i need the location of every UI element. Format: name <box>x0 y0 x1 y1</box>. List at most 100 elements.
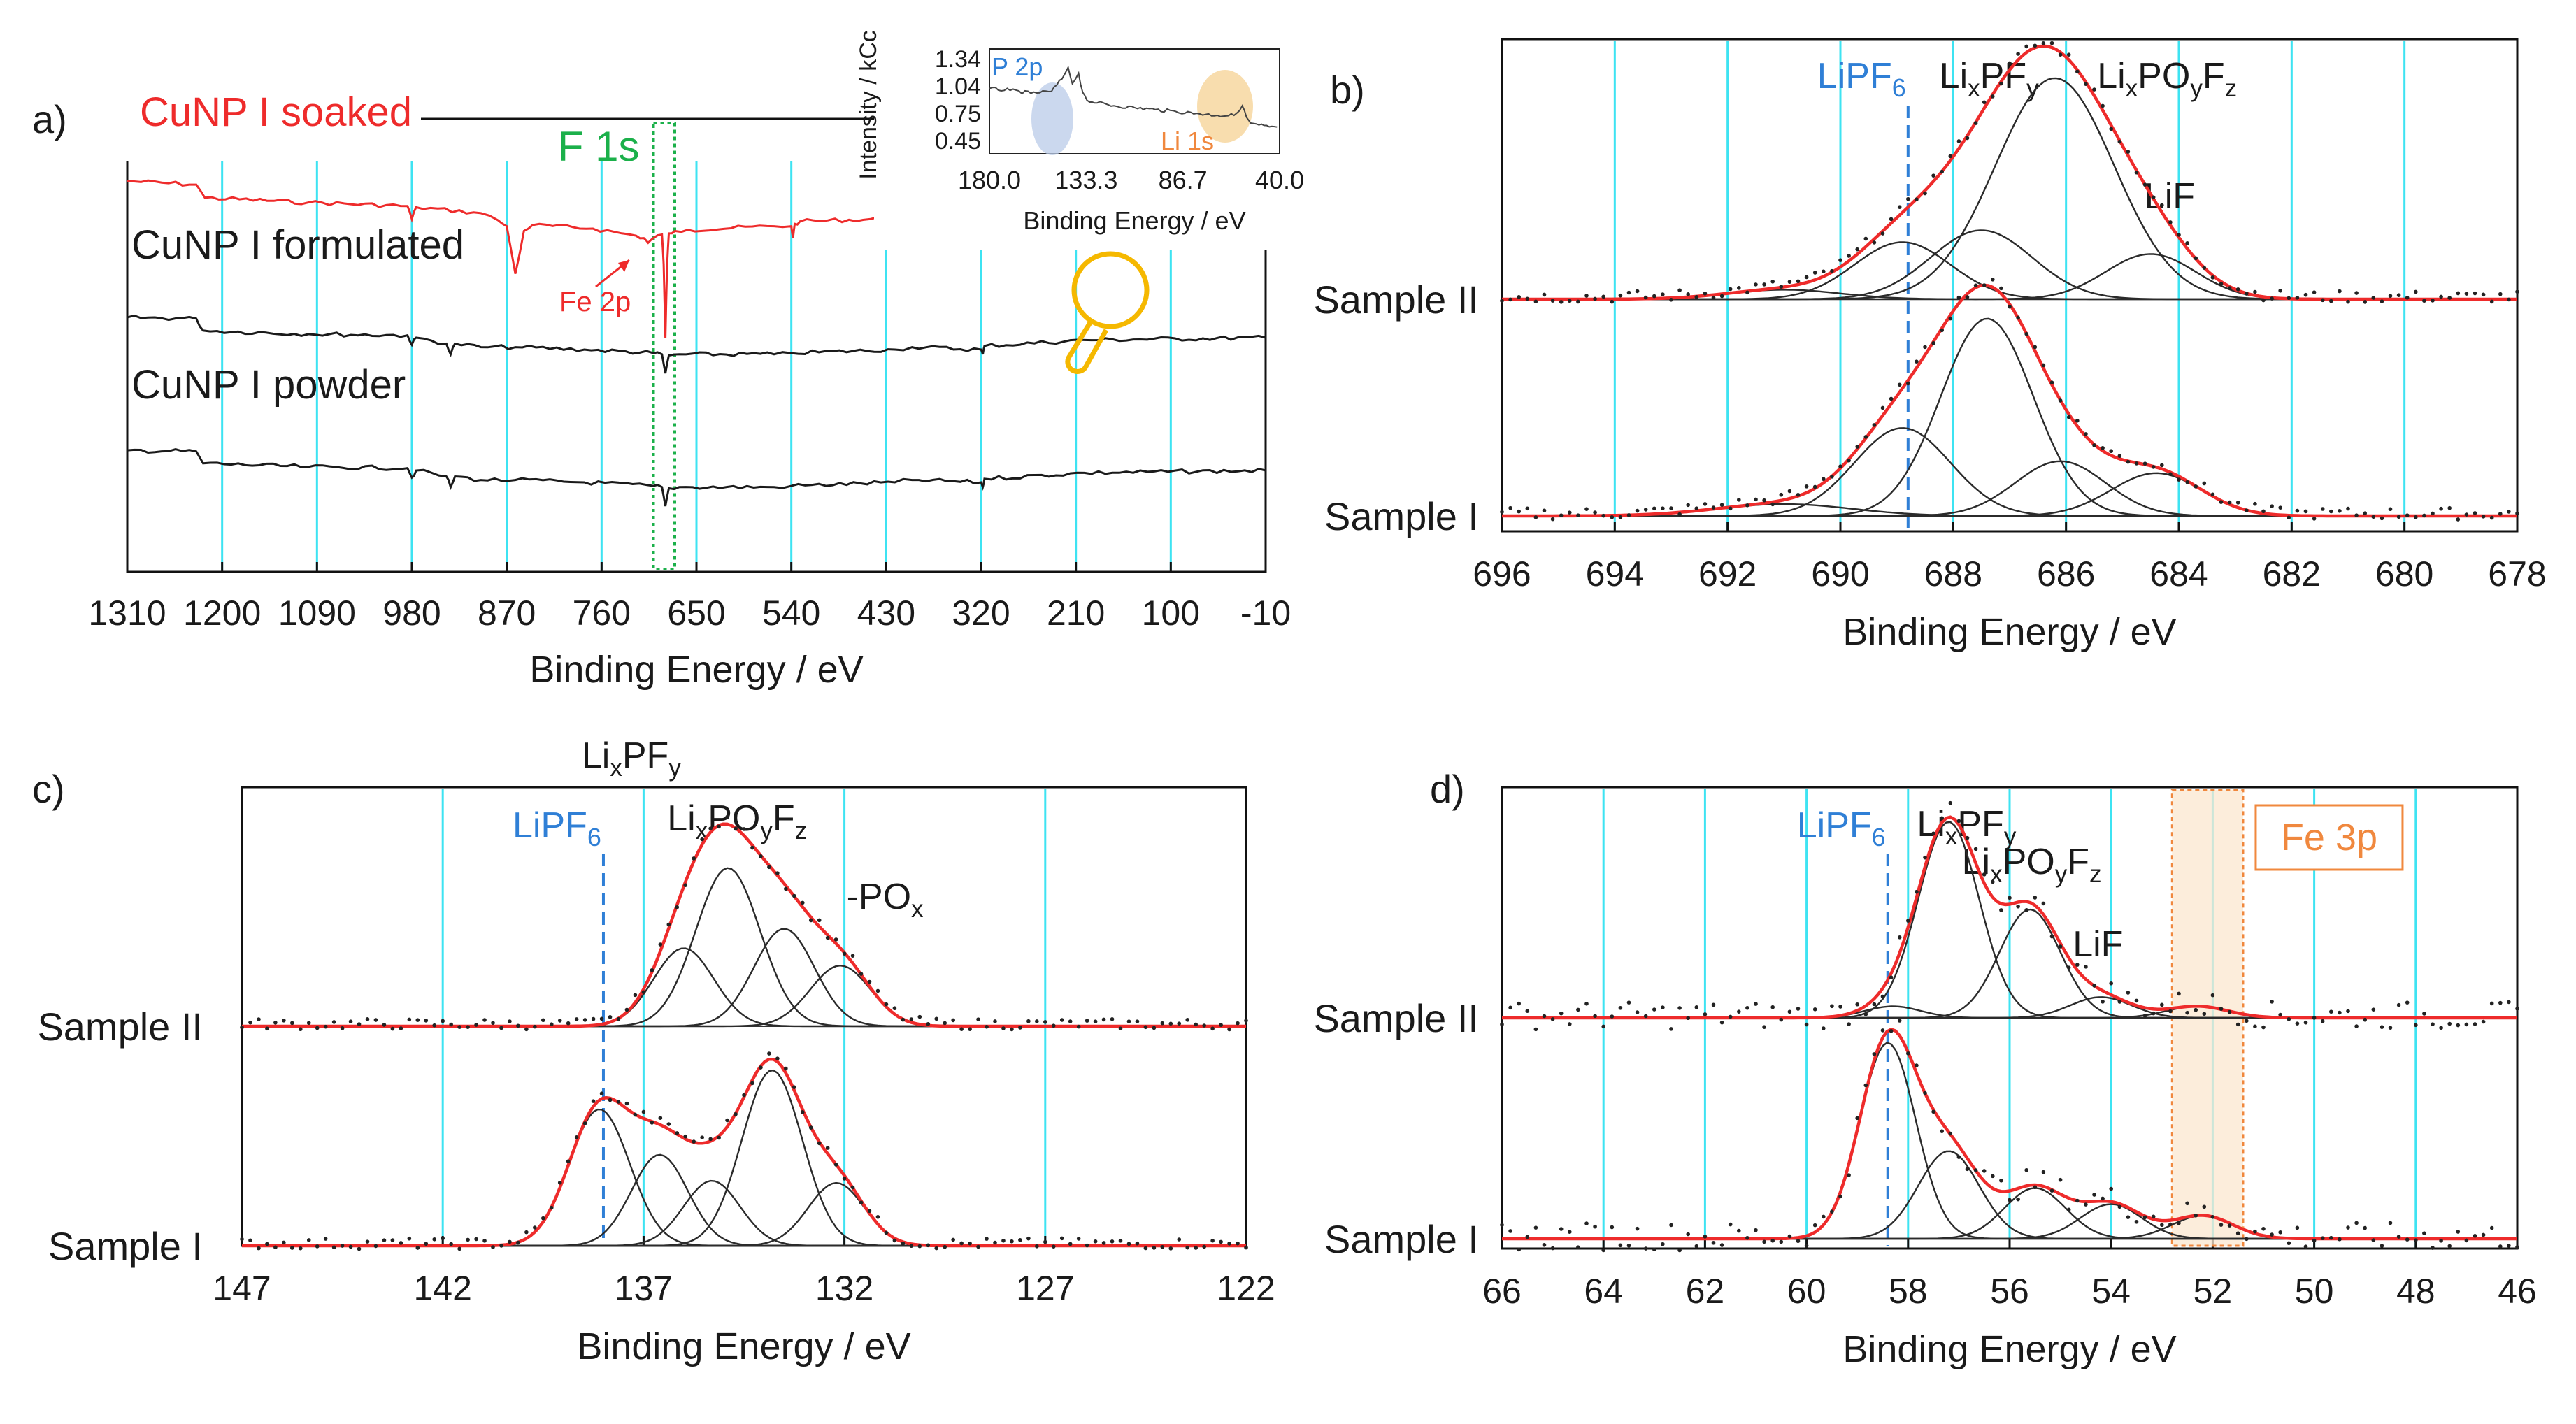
data-point <box>750 1081 754 1086</box>
data-point <box>2134 170 2139 175</box>
inset-x-tick-label: 86.7 <box>1159 166 1208 194</box>
lipf6-label-main: LiPF <box>1797 805 1872 846</box>
data-point <box>2160 1223 2164 1228</box>
data-point <box>2270 1000 2274 1004</box>
data-point <box>2245 1019 2249 1023</box>
data-point <box>2168 1009 2173 1014</box>
data-point <box>633 993 638 998</box>
data-point <box>2287 1016 2291 1021</box>
data-point <box>725 814 729 819</box>
data-point <box>2507 510 2511 514</box>
data-point <box>1661 1005 1665 1009</box>
data-point <box>1584 1002 1589 1006</box>
data-point <box>591 1099 596 1103</box>
data-point <box>1168 1246 1173 1251</box>
data-point <box>2346 1225 2350 1230</box>
data-point <box>482 1239 487 1243</box>
data-point <box>1610 1225 1615 1230</box>
data-point <box>1787 489 1792 494</box>
data-point <box>1796 492 1801 497</box>
data-point <box>817 918 822 923</box>
data-point <box>2489 299 2494 304</box>
data-point <box>1118 1238 1123 1243</box>
data-point <box>2261 1025 2266 1030</box>
data-point <box>2261 298 2266 303</box>
data-point <box>2498 1000 2503 1005</box>
data-point <box>1236 1021 1240 1026</box>
data-point <box>1754 1002 1758 1006</box>
data-point <box>365 1017 370 1021</box>
data-point <box>1745 1235 1749 1240</box>
data-point <box>474 1237 478 1242</box>
data-point <box>1711 295 1716 300</box>
data-point <box>2101 103 2105 108</box>
x-tick-label: 64 <box>1584 1272 1623 1311</box>
data-point <box>2084 965 2088 969</box>
data-point <box>2354 291 2359 295</box>
data-point <box>1568 510 1572 515</box>
data-point <box>2303 1020 2308 1025</box>
data-point <box>2024 908 2028 912</box>
data-point <box>1669 1223 1673 1228</box>
x-tick-label: 66 <box>1482 1272 1522 1311</box>
x-tick-label: 50 <box>2295 1272 2334 1311</box>
inset-y-tick-label: 0.75 <box>935 101 981 127</box>
series-label: CuNP I soaked <box>140 89 412 135</box>
data-point <box>624 1007 629 1012</box>
x-tick-label: 54 <box>2091 1272 2131 1311</box>
data-point <box>2117 1204 2122 1209</box>
data-point <box>725 1118 729 1123</box>
data-point <box>2481 1232 2486 1237</box>
magnifier-icon <box>1071 251 1150 329</box>
data-point <box>2134 1219 2139 1224</box>
fit-component-peak <box>242 964 1246 1028</box>
data-point <box>1559 513 1564 517</box>
sample-i-spectrum: Sample I <box>1324 278 2519 538</box>
data-point <box>2439 506 2443 511</box>
data-point <box>265 1242 269 1246</box>
x-tick-label: 122 <box>1217 1269 1275 1308</box>
x-tick-label: 540 <box>762 594 820 633</box>
fit-envelope <box>242 822 1246 1028</box>
data-point <box>1719 1020 1724 1025</box>
data-point <box>951 1018 955 1023</box>
data-point <box>2151 195 2156 199</box>
data-point <box>2185 480 2189 484</box>
panel-letter: b) <box>1330 68 1365 112</box>
data-point <box>2117 1000 2122 1004</box>
data-point <box>1601 1248 1605 1253</box>
data-point <box>859 972 864 976</box>
data-point <box>1762 282 1766 287</box>
data-point <box>2210 275 2215 280</box>
data-point <box>2049 41 2054 45</box>
peak-label: -POx <box>847 877 924 923</box>
data-point <box>2338 1010 2342 1015</box>
inset-p2p-li1s: 180.0 133.3 86.7 40.0 1.341.040.750.45 Bindin… <box>855 30 1304 250</box>
peak-label-part: Li <box>582 735 610 776</box>
data-point <box>1635 508 1640 513</box>
data-point <box>1931 831 1935 836</box>
peak-label: LixPFy <box>582 735 681 782</box>
data-point <box>2008 304 2012 309</box>
x-tick-label: 680 <box>2375 554 2433 594</box>
data-point <box>315 1244 320 1249</box>
data-point <box>1533 515 1538 519</box>
data-point <box>2058 944 2063 949</box>
data-point <box>1754 282 1758 287</box>
data-point <box>1652 1247 1656 1252</box>
inset-y-tick-label: 1.04 <box>935 73 981 100</box>
data-point <box>2084 1202 2088 1207</box>
data-point <box>2439 294 2443 299</box>
data-point <box>290 1021 294 1026</box>
data-point <box>2431 1022 2435 1026</box>
data-point <box>1210 1026 1215 1031</box>
inset-x-tick-label: 40.0 <box>1255 166 1304 194</box>
x-tick-label: 430 <box>857 594 915 633</box>
data-point <box>390 1238 395 1242</box>
peak-label: LixPOyFz <box>1962 842 2102 888</box>
data-point <box>2405 295 2410 300</box>
data-point <box>2380 1025 2384 1030</box>
data-point <box>1787 1234 1792 1239</box>
data-point <box>2008 1198 2012 1202</box>
data-point <box>2447 1244 2452 1249</box>
